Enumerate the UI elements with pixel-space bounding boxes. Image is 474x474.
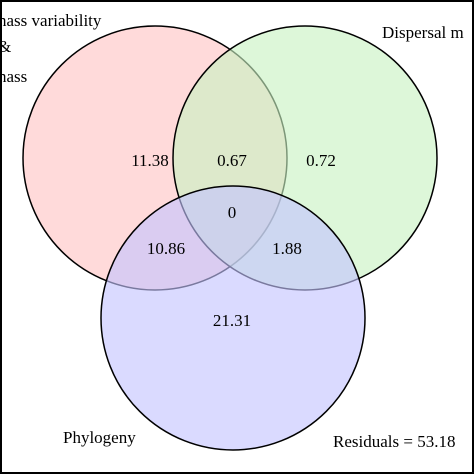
- region-b-only-value: 0.72: [306, 151, 336, 170]
- region-ab-value: 0.67: [217, 151, 247, 170]
- set-a-label-line-2: &: [0, 37, 11, 56]
- region-a-only-value: 11.38: [131, 151, 169, 170]
- set-c-label: Phylogeny: [63, 428, 136, 447]
- set-c-circle: [100, 185, 366, 451]
- region-c-only-value: 21.31: [213, 311, 251, 330]
- set-b-label: Dispersal m: [382, 23, 464, 42]
- set-a-label-line-3: nass: [0, 67, 27, 86]
- region-abc-value: 0: [228, 203, 237, 222]
- region-ac-value: 10.86: [147, 239, 185, 258]
- set-a-label-line-1: nass variability: [0, 11, 102, 30]
- residuals-label: Residuals = 53.18: [333, 432, 455, 451]
- region-bc-value: 1.88: [272, 239, 302, 258]
